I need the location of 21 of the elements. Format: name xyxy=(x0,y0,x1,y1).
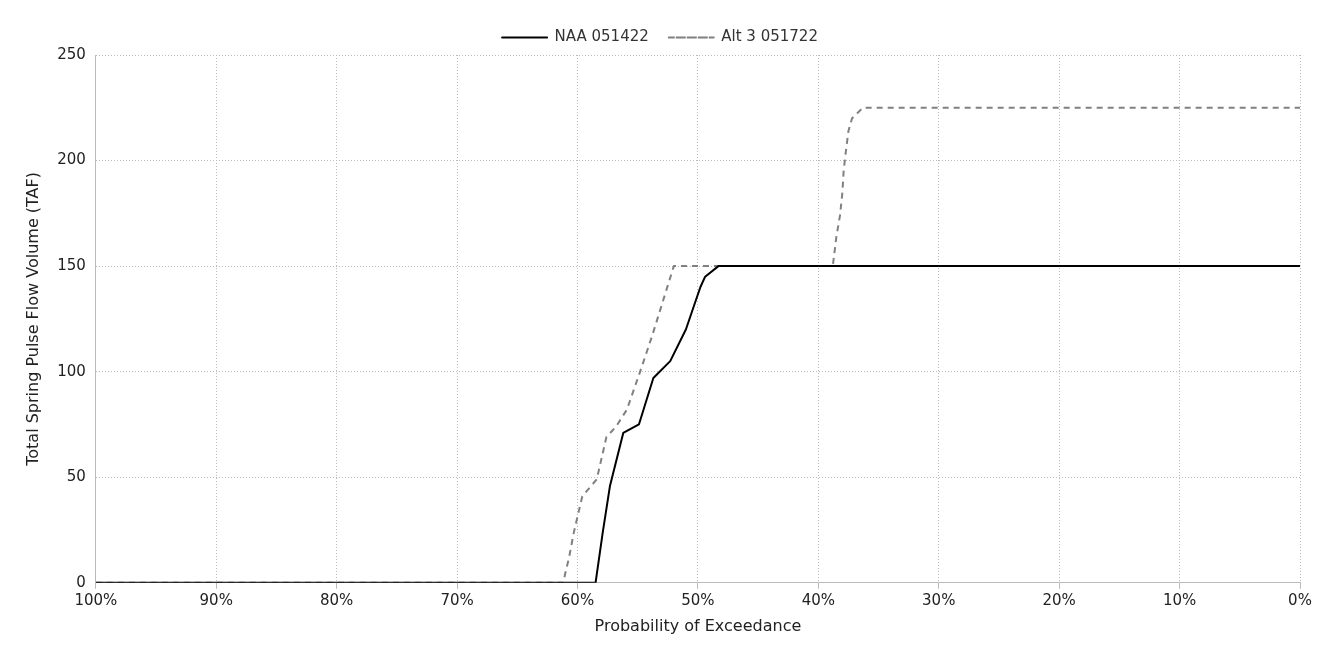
y-tick-label: 100 xyxy=(57,361,86,380)
y-axis-title: Total Spring Pulse Flow Volume (TAF) xyxy=(22,172,42,467)
y-tick-label: 0 xyxy=(76,572,86,591)
y-tick-label: 150 xyxy=(57,256,86,275)
legend-label: NAA 051422 xyxy=(554,27,649,46)
x-tick-label: 20% xyxy=(1042,590,1076,609)
x-tick-label: 40% xyxy=(801,590,835,609)
y-tick-label: 200 xyxy=(57,150,86,169)
x-axis-title: Probability of Exceedance xyxy=(594,615,802,635)
x-tick-label: 50% xyxy=(681,590,715,609)
x-tick-label: 70% xyxy=(440,590,474,609)
x-tick-label: 60% xyxy=(560,590,595,609)
x-tick-label: 0% xyxy=(1288,590,1312,609)
y-tick-label: 250 xyxy=(57,44,86,63)
x-tick-label: 10% xyxy=(1162,590,1197,609)
x-tick-label: 30% xyxy=(922,590,956,609)
x-tick-label: 80% xyxy=(319,590,354,609)
y-tick-label: 50 xyxy=(66,467,86,486)
x-tick-label: 100% xyxy=(74,590,118,609)
legend-label: Alt 3 051722 xyxy=(721,27,818,46)
x-tick-label: 90% xyxy=(199,590,233,609)
